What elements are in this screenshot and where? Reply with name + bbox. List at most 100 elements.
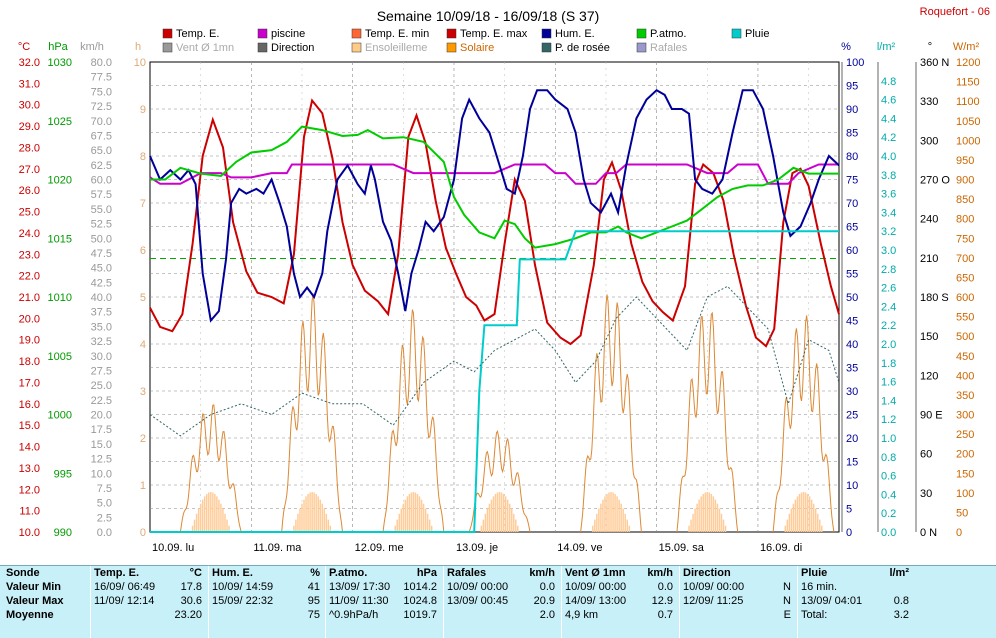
axis-tick-label: 30 <box>846 386 858 398</box>
unit-labels: °C hPa km/h h% l/m² ° W/m² <box>18 41 980 53</box>
press-min-value: 1014.2 <box>403 581 437 593</box>
axis-tick-label: 0.0 <box>881 527 896 539</box>
x-tick-label: 11.09. ma <box>253 542 302 554</box>
axis-tick-label: 995 <box>54 468 72 480</box>
summary-col-rain: Pluie l/m² 16 min. 13/09/ 04:01 0.8 Total:… <box>801 566 913 638</box>
rain-total-value: 3.2 <box>893 609 909 621</box>
dir-mean-value: E <box>783 609 791 621</box>
axis-tick-label: 1025 <box>48 116 72 128</box>
axis-tick-label: 5 <box>846 504 852 516</box>
unit-label: % <box>841 41 851 53</box>
axis-tick-label: 15.0 <box>91 439 112 451</box>
axis-tick-label: 32.0 <box>19 57 40 69</box>
axis-tick-label: 30 <box>920 488 932 500</box>
summary-table: Sonde Valeur Min Valeur Max Moyenne Temp… <box>0 565 996 638</box>
unit-label: °C <box>18 41 30 53</box>
rain-max-time: 13/09/ 04:01 <box>801 595 863 607</box>
axis-tick-label: 4.8 <box>881 76 896 88</box>
wind-min-value: 0.0 <box>657 581 673 593</box>
legend-label: Hum. E. <box>555 28 595 40</box>
axis-tick-label: 40 <box>846 339 858 351</box>
axis-tick-label: 70.0 <box>91 116 112 128</box>
axis-tick-label: 80.0 <box>91 57 112 69</box>
dir-min-value: N <box>783 581 791 593</box>
solar-line <box>580 294 642 533</box>
axis-tick-label: 60.0 <box>91 175 112 187</box>
solar-line <box>382 309 445 533</box>
axis-tick-label: 100 <box>846 57 864 69</box>
temp-mean-value: 23.20 <box>174 609 202 621</box>
axis-tick-label: 300 <box>920 135 938 147</box>
summary-col-wind: Vent Ø 1mn km/h 10/09/ 00:00 0.0 14/09/ 13… <box>565 566 677 638</box>
axis-tick-label: 400 <box>956 370 974 382</box>
axis-tick-label: 1005 <box>48 351 72 363</box>
legend-label: Temp. E. <box>176 28 219 40</box>
axis-tick-label: 80 <box>846 151 858 163</box>
axis-tick-label: 210 <box>920 253 938 265</box>
axis-tick-label: 90 E <box>920 410 943 422</box>
axis-tick-label: 100 <box>956 488 974 500</box>
axis-tick-label: 1000 <box>956 135 980 147</box>
legend-label: P.atmo. <box>650 28 687 40</box>
gust-mean-value: 2.0 <box>539 609 555 621</box>
unit-label: hPa <box>48 41 68 53</box>
row-label-min: Valeur Min <box>6 581 62 593</box>
press-min-time: 13/09/ 17:30 <box>329 581 391 593</box>
axis-tick-label: 1030 <box>48 57 72 69</box>
legend-label: piscine <box>271 28 305 40</box>
legend-swatch <box>446 28 457 39</box>
wind-max-time: 14/09/ 13:00 <box>565 595 627 607</box>
axis-tick-label: 35 <box>846 363 858 375</box>
axis-tick-label: 60 <box>846 245 858 257</box>
series-hum-e- <box>149 88 840 323</box>
axis-tick-label: 29.0 <box>19 121 40 133</box>
axis-tick-label: 0.4 <box>881 489 896 501</box>
unit-temp: °C <box>189 567 202 579</box>
legend-label: Solaire <box>460 42 494 54</box>
axis-tick-label: 0 <box>140 527 146 539</box>
axis-tick-label: 2.5 <box>97 512 112 524</box>
axis-tick-label: 150 <box>956 468 974 480</box>
axis-tick-label: 4.0 <box>881 151 896 163</box>
axis-tick-label: 850 <box>956 194 974 206</box>
axis-tick-label: 15.0 <box>19 420 40 432</box>
axis-tick-label: 4.2 <box>881 132 896 144</box>
solar-line <box>179 404 242 533</box>
gust-min-value: 0.0 <box>539 581 555 593</box>
dir-min-time: 10/09/ 00:00 <box>683 581 745 593</box>
header-gust: Rafales <box>447 567 487 579</box>
axis-tick-label: 5.0 <box>97 498 112 510</box>
legend-label: P. de rosée <box>555 42 610 54</box>
axis-tick-label: 25.0 <box>91 380 112 392</box>
row-label-mean: Moyenne <box>6 609 54 621</box>
temp-min-time: 16/09/ 06:49 <box>94 581 156 593</box>
axis-tick-label: 4.6 <box>881 95 896 107</box>
axis-tick-label: 21.0 <box>19 292 40 304</box>
legend-swatch <box>541 42 552 53</box>
axis-tick-label: 50 <box>846 292 858 304</box>
axis-tick-label: 0 N <box>920 527 937 539</box>
legend-swatch <box>162 42 173 53</box>
axis-tick-label: 35.0 <box>91 321 112 333</box>
axis-tick-label: 72.5 <box>91 101 112 113</box>
axis-tick-label: 70 <box>846 198 858 210</box>
axis-tick-label: 1150 <box>956 77 980 89</box>
axis-tick-label: 2 <box>140 433 146 445</box>
series-p-de-ros-e <box>149 285 840 437</box>
unit-wind: km/h <box>647 567 673 579</box>
axis-tick-label: 10.0 <box>19 527 40 539</box>
header-rain: Pluie <box>801 567 828 579</box>
axis-tick-label: 3.0 <box>881 245 896 257</box>
header-temp: Temp. E. <box>94 567 140 579</box>
axis-tick-label: 1.4 <box>881 395 896 407</box>
dir-max-value: N <box>783 595 791 607</box>
axis-tick-label: 52.5 <box>91 219 112 231</box>
hum-max-time: 15/09/ 22:32 <box>212 595 274 607</box>
gust-max-value: 20.9 <box>533 595 555 607</box>
axis-tick-label: 10.0 <box>91 468 112 480</box>
unit-press: hPa <box>416 567 437 579</box>
axis-tick-label: 2.4 <box>881 301 896 313</box>
axis-tick-label: 31.0 <box>19 78 40 90</box>
axis-tick-label: 700 <box>956 253 974 265</box>
column-divider <box>443 566 444 638</box>
